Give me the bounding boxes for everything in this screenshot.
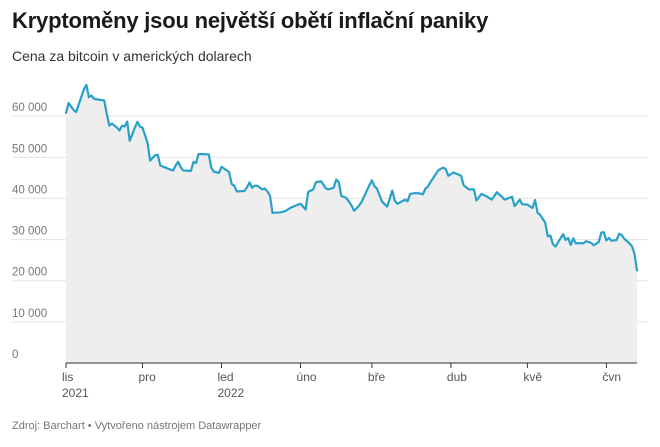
price-line bbox=[64, 83, 639, 272]
x-tick-label: pro bbox=[138, 370, 156, 384]
area-layer bbox=[66, 84, 637, 364]
x-tick-label: bře bbox=[368, 370, 386, 384]
line-layer bbox=[64, 83, 639, 272]
x-tick-label: lis bbox=[62, 370, 73, 384]
price-chart: 0 10 000 20 000 30 000 40 000 50 000 60 000 lis… bbox=[12, 83, 647, 400]
x-tick-year: 2021 bbox=[62, 386, 89, 400]
chart-title: Kryptoměny jsou největší obětí inflační … bbox=[12, 8, 489, 33]
y-tick-label: 0 bbox=[12, 349, 18, 361]
price-area bbox=[66, 84, 637, 364]
y-tick-label: 50 000 bbox=[12, 143, 47, 155]
chart-footer: Zdroj: Barchart • Vytvořeno nástrojem Da… bbox=[12, 420, 262, 432]
y-tick-label: 30 000 bbox=[12, 226, 47, 238]
x-tick-label: kvě bbox=[523, 370, 542, 384]
y-tick-label: 20 000 bbox=[12, 267, 47, 279]
x-tick-label: úno bbox=[297, 370, 317, 384]
x-tick-label: led bbox=[217, 370, 233, 384]
y-tick-label: 10 000 bbox=[12, 308, 47, 320]
x-tick-label: dub bbox=[447, 370, 467, 384]
x-tick-label: čvn bbox=[602, 370, 621, 384]
y-tick-label: 60 000 bbox=[12, 102, 47, 114]
chart-subtitle: Cena za bitcoin v amerických dolarech bbox=[12, 48, 252, 64]
x-tick-year: 2022 bbox=[217, 386, 244, 400]
axis-layer: 0 10 000 20 000 30 000 40 000 50 000 60 000 lis… bbox=[12, 102, 637, 400]
y-tick-label: 40 000 bbox=[12, 184, 47, 196]
